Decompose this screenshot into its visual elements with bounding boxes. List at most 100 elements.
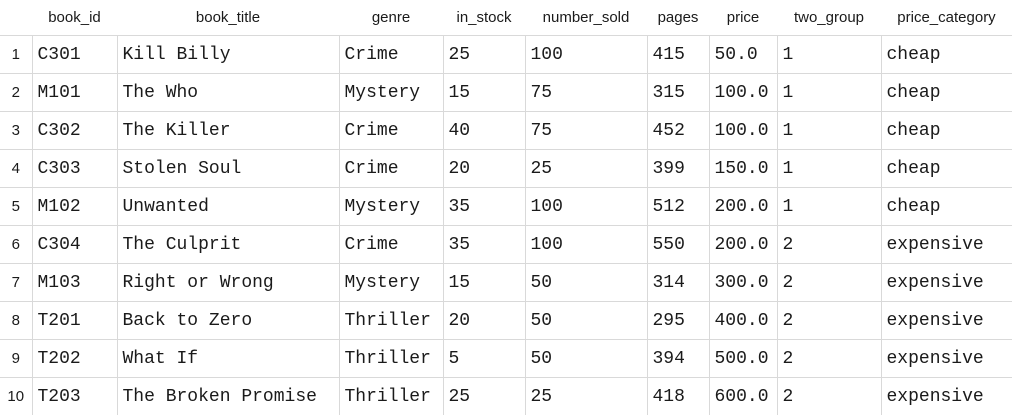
cell-two-group[interactable]: 2 [777, 378, 881, 415]
cell-pages[interactable]: 394 [647, 340, 709, 378]
cell-two-group[interactable]: 1 [777, 150, 881, 188]
column-header-price-category[interactable]: price_category [881, 0, 1012, 36]
row-number[interactable]: 4 [0, 150, 32, 188]
cell-price-category[interactable]: cheap [881, 74, 1012, 112]
cell-genre[interactable]: Thriller [339, 302, 443, 340]
cell-price[interactable]: 50.0 [709, 36, 777, 74]
cell-book-title[interactable]: The Broken Promise [117, 378, 339, 415]
cell-price[interactable]: 200.0 [709, 226, 777, 264]
cell-in-stock[interactable]: 25 [443, 36, 525, 74]
cell-book-title[interactable]: Kill Billy [117, 36, 339, 74]
row-number[interactable]: 3 [0, 112, 32, 150]
cell-book-id[interactable]: T203 [32, 378, 117, 415]
cell-price[interactable]: 300.0 [709, 264, 777, 302]
cell-number-sold[interactable]: 75 [525, 74, 647, 112]
cell-in-stock[interactable]: 25 [443, 378, 525, 415]
cell-pages[interactable]: 295 [647, 302, 709, 340]
cell-genre[interactable]: Crime [339, 150, 443, 188]
cell-pages[interactable]: 315 [647, 74, 709, 112]
cell-in-stock[interactable]: 15 [443, 264, 525, 302]
cell-two-group[interactable]: 1 [777, 74, 881, 112]
row-number[interactable]: 6 [0, 226, 32, 264]
cell-number-sold[interactable]: 50 [525, 264, 647, 302]
cell-price[interactable]: 200.0 [709, 188, 777, 226]
cell-book-title[interactable]: The Killer [117, 112, 339, 150]
cell-book-title[interactable]: Unwanted [117, 188, 339, 226]
cell-book-title[interactable]: The Who [117, 74, 339, 112]
cell-price-category[interactable]: cheap [881, 150, 1012, 188]
cell-genre[interactable]: Crime [339, 226, 443, 264]
cell-genre[interactable]: Crime [339, 36, 443, 74]
column-header-in-stock[interactable]: in_stock [443, 0, 525, 36]
cell-number-sold[interactable]: 100 [525, 36, 647, 74]
cell-number-sold[interactable]: 100 [525, 226, 647, 264]
cell-genre[interactable]: Mystery [339, 188, 443, 226]
cell-number-sold[interactable]: 50 [525, 302, 647, 340]
cell-genre[interactable]: Thriller [339, 378, 443, 415]
cell-number-sold[interactable]: 25 [525, 378, 647, 415]
column-header-price[interactable]: price [709, 0, 777, 36]
cell-book-id[interactable]: M101 [32, 74, 117, 112]
row-number[interactable]: 10 [0, 378, 32, 415]
cell-number-sold[interactable]: 100 [525, 188, 647, 226]
cell-price-category[interactable]: expensive [881, 264, 1012, 302]
cell-price-category[interactable]: cheap [881, 188, 1012, 226]
cell-price-category[interactable]: expensive [881, 226, 1012, 264]
column-header-book-title[interactable]: book_title [117, 0, 339, 36]
cell-in-stock[interactable]: 15 [443, 74, 525, 112]
cell-book-id[interactable]: C304 [32, 226, 117, 264]
cell-two-group[interactable]: 1 [777, 188, 881, 226]
cell-genre[interactable]: Thriller [339, 340, 443, 378]
column-header-two-group[interactable]: two_group [777, 0, 881, 36]
cell-price[interactable]: 400.0 [709, 302, 777, 340]
cell-price-category[interactable]: expensive [881, 302, 1012, 340]
cell-book-id[interactable]: M102 [32, 188, 117, 226]
row-number[interactable]: 5 [0, 188, 32, 226]
cell-pages[interactable]: 512 [647, 188, 709, 226]
cell-price-category[interactable]: expensive [881, 340, 1012, 378]
row-number[interactable]: 9 [0, 340, 32, 378]
cell-book-id[interactable]: M103 [32, 264, 117, 302]
cell-in-stock[interactable]: 5 [443, 340, 525, 378]
cell-price[interactable]: 150.0 [709, 150, 777, 188]
column-header-pages[interactable]: pages [647, 0, 709, 36]
cell-pages[interactable]: 314 [647, 264, 709, 302]
cell-book-title[interactable]: Stolen Soul [117, 150, 339, 188]
column-header-number-sold[interactable]: number_sold [525, 0, 647, 36]
cell-price-category[interactable]: cheap [881, 36, 1012, 74]
cell-book-title[interactable]: What If [117, 340, 339, 378]
cell-book-id[interactable]: C302 [32, 112, 117, 150]
cell-price[interactable]: 100.0 [709, 74, 777, 112]
cell-pages[interactable]: 399 [647, 150, 709, 188]
cell-two-group[interactable]: 2 [777, 226, 881, 264]
cell-in-stock[interactable]: 35 [443, 226, 525, 264]
cell-pages[interactable]: 415 [647, 36, 709, 74]
cell-genre[interactable]: Mystery [339, 264, 443, 302]
column-header-genre[interactable]: genre [339, 0, 443, 36]
cell-number-sold[interactable]: 25 [525, 150, 647, 188]
row-number-header[interactable] [0, 0, 32, 36]
cell-book-id[interactable]: T202 [32, 340, 117, 378]
row-number[interactable]: 2 [0, 74, 32, 112]
column-header-book-id[interactable]: book_id [32, 0, 117, 36]
cell-price[interactable]: 500.0 [709, 340, 777, 378]
cell-in-stock[interactable]: 40 [443, 112, 525, 150]
row-number[interactable]: 7 [0, 264, 32, 302]
cell-in-stock[interactable]: 35 [443, 188, 525, 226]
cell-number-sold[interactable]: 75 [525, 112, 647, 150]
cell-book-id[interactable]: T201 [32, 302, 117, 340]
cell-two-group[interactable]: 1 [777, 112, 881, 150]
cell-two-group[interactable]: 2 [777, 264, 881, 302]
cell-book-title[interactable]: Back to Zero [117, 302, 339, 340]
cell-number-sold[interactable]: 50 [525, 340, 647, 378]
cell-two-group[interactable]: 1 [777, 36, 881, 74]
row-number[interactable]: 8 [0, 302, 32, 340]
